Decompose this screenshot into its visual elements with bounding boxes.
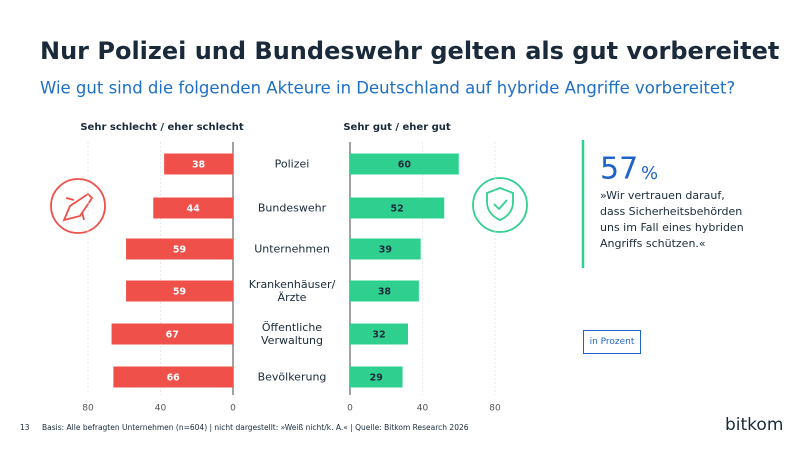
title: Nur Polizei und Bundeswehr gelten als gu… xyxy=(40,37,779,65)
value-label: 67 xyxy=(166,330,179,341)
source: Basis: Alle befragten Unternehmen (n=604… xyxy=(42,423,469,432)
value-label: 59 xyxy=(173,245,186,256)
value-label: 39 xyxy=(379,245,392,256)
bar xyxy=(153,197,233,219)
category-label: Unternehmen xyxy=(254,242,330,256)
category-label: Öffentliche Verwaltung xyxy=(261,321,323,347)
bar xyxy=(350,153,459,175)
legend-label: Sehr schlecht / eher schlecht xyxy=(80,122,244,133)
value-label: 60 xyxy=(398,160,412,171)
category-label: Bundeswehr xyxy=(257,201,327,215)
bar xyxy=(350,197,445,219)
value-label: 29 xyxy=(370,373,383,384)
logo: bitkom xyxy=(725,415,783,435)
rocket-icon xyxy=(50,178,106,234)
value-label: 38 xyxy=(192,160,206,171)
bar xyxy=(350,238,421,260)
callout-unit: % xyxy=(641,163,658,184)
callout-value: 57 xyxy=(600,152,638,187)
value-label: 32 xyxy=(372,330,385,341)
bar xyxy=(126,238,233,260)
shield-icon xyxy=(472,177,528,233)
x-tick-label: 0 xyxy=(347,404,353,414)
x-tick-label: 40 xyxy=(417,404,429,414)
subtitle: Wie gut sind die folgenden Akteure in De… xyxy=(40,79,735,98)
bar xyxy=(350,323,408,345)
bar xyxy=(350,280,419,302)
page-number: 13 xyxy=(20,423,30,432)
value-label: 59 xyxy=(173,287,186,298)
bar xyxy=(126,280,233,302)
x-tick-label: 0 xyxy=(230,404,236,414)
callout-quote: »Wir vertrauen darauf, dass Sicherheitsb… xyxy=(600,189,744,250)
value-label: 66 xyxy=(167,373,181,384)
legend-label: Sehr gut / eher gut xyxy=(343,122,451,133)
bar xyxy=(111,323,233,345)
x-tick-label: 80 xyxy=(82,404,94,414)
category-label: Krankenhäuser/ Ärzte xyxy=(248,278,336,304)
unit-note: in Prozent xyxy=(583,330,641,354)
category-label: Bevölkerung xyxy=(257,370,327,384)
value-label: 44 xyxy=(187,204,201,215)
x-tick-label: 40 xyxy=(155,404,167,414)
value-label: 52 xyxy=(391,204,404,215)
x-tick-label: 80 xyxy=(489,404,501,414)
bar xyxy=(113,366,233,388)
bar xyxy=(350,366,403,388)
value-label: 38 xyxy=(378,287,392,298)
bar xyxy=(164,153,233,175)
category-label: Polizei xyxy=(274,157,310,171)
